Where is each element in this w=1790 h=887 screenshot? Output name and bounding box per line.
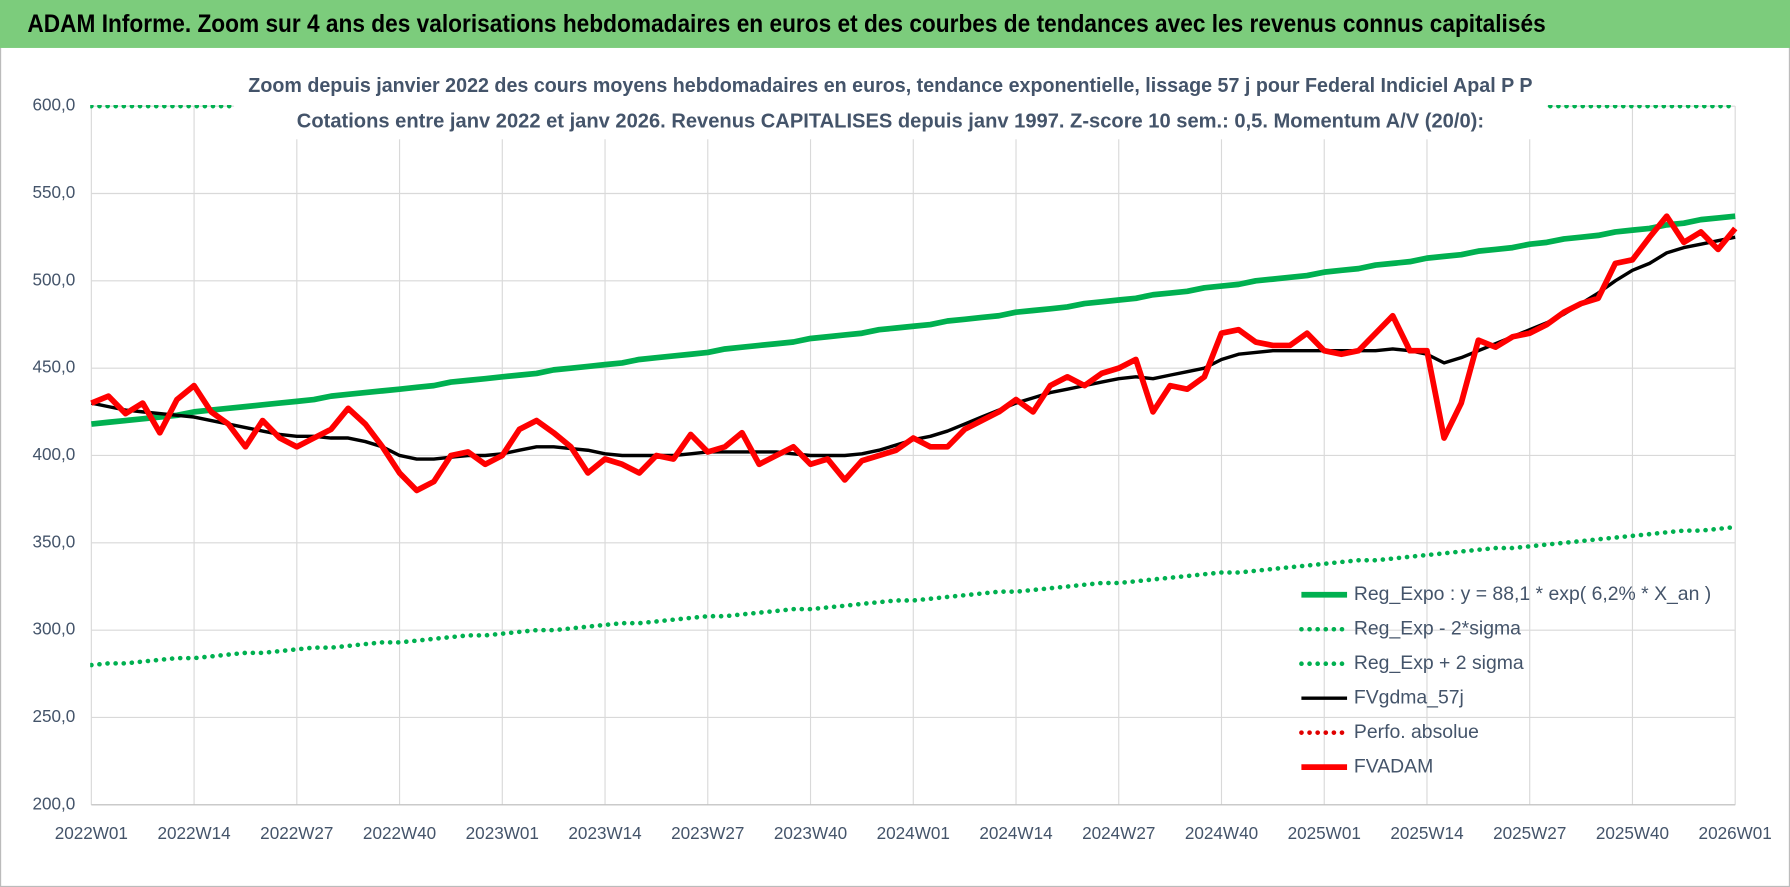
series-line: [91, 213, 1736, 427]
x-tick-label: 2024W01: [877, 824, 950, 843]
subtitle-bg: [234, 68, 1547, 140]
y-tick-label: 400,0: [33, 445, 76, 464]
x-tick-label: 2022W14: [157, 824, 231, 843]
series-line: [90, 213, 1738, 494]
series-line: [90, 524, 1738, 668]
y-tick-label: 250,0: [33, 707, 76, 726]
x-tick-label: 2025W01: [1288, 824, 1361, 843]
x-tick-label: 2024W27: [1082, 824, 1155, 843]
legend-label: Perfo. absolue: [1354, 721, 1479, 743]
x-tick-label: 2025W27: [1493, 824, 1566, 843]
x-tick-label: 2023W40: [774, 824, 847, 843]
legend-label: Reg_Exp + 2 sigma: [1354, 652, 1524, 674]
x-tick-label: 2025W40: [1596, 824, 1669, 843]
legend-label: FVADAM: [1354, 755, 1433, 777]
x-tick-label: 2022W27: [260, 824, 333, 843]
x-tick-label: 2022W01: [55, 824, 128, 843]
x-tick-label: 2022W40: [363, 824, 436, 843]
x-tick-label: 2023W27: [671, 824, 744, 843]
header-bar: [0, 0, 1790, 48]
y-tick-label: 450,0: [33, 358, 76, 377]
subtitle: Zoom depuis janvier 2022 des cours moyen…: [248, 74, 1532, 97]
y-tick-label: 200,0: [33, 794, 76, 813]
legend-label: FVgdma_57j: [1354, 686, 1464, 708]
y-tick-label: 350,0: [33, 532, 76, 551]
y-tick-label: 300,0: [33, 620, 76, 639]
legend: Reg_Expo : y = 88,1 * exp( 6,2% * X_an )…: [1299, 583, 1711, 777]
x-tick-label: 2026W01: [1699, 824, 1772, 843]
subtitle: Cotations entre janv 2022 et janv 2026. …: [297, 110, 1484, 133]
x-tick-label: 2024W14: [979, 824, 1053, 843]
y-tick-label: 600,0: [33, 96, 76, 115]
x-tick-label: 2025W14: [1390, 824, 1464, 843]
x-tick-label: 2023W01: [466, 824, 539, 843]
y-tick-label: 550,0: [33, 183, 76, 202]
page-title: ADAM Informe. Zoom sur 4 ans des valoris…: [27, 10, 1545, 38]
x-tick-label: 2024W40: [1185, 824, 1258, 843]
legend-label: Reg_Expo : y = 88,1 * exp( 6,2% * X_an ): [1354, 583, 1711, 605]
y-tick-label: 500,0: [33, 270, 76, 289]
x-tick-label: 2023W14: [568, 824, 642, 843]
legend-label: Reg_Exp - 2*sigma: [1354, 617, 1521, 639]
